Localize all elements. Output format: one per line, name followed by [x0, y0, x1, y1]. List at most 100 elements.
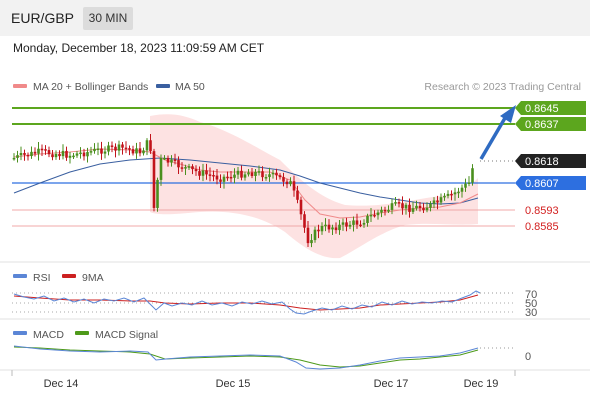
candle [404, 202, 408, 215]
candle [184, 164, 187, 175]
x-tick-dec19: Dec 19 [464, 378, 499, 390]
candle [327, 219, 331, 233]
candle [460, 184, 464, 198]
candle [264, 174, 268, 181]
candle [415, 200, 418, 211]
candle [12, 153, 16, 161]
candle [37, 142, 40, 161]
candle [432, 197, 436, 209]
candle [124, 141, 128, 154]
candle [72, 152, 75, 159]
candle [229, 171, 233, 183]
candle [268, 167, 271, 182]
candle [152, 148, 156, 212]
candle [285, 179, 289, 189]
candle [236, 166, 240, 179]
candle [366, 213, 369, 227]
candle [271, 169, 275, 179]
legend-swatch-macd [13, 331, 27, 335]
candle [68, 151, 72, 164]
legend-macd-signal: MACD Signal [95, 329, 158, 341]
candle [341, 218, 345, 231]
candle [387, 205, 390, 214]
candle [173, 153, 177, 165]
candle [61, 144, 65, 160]
candle [233, 168, 236, 184]
candle [313, 226, 317, 243]
candle [117, 140, 121, 156]
candle [362, 219, 366, 228]
candle [257, 165, 261, 176]
candle [187, 163, 191, 171]
candle [219, 174, 222, 188]
candle [114, 143, 117, 158]
candle [100, 141, 103, 160]
candle [443, 193, 446, 201]
candle [215, 169, 219, 185]
candle [159, 154, 163, 186]
candle [40, 144, 44, 156]
candle [96, 142, 100, 156]
candle [331, 224, 334, 235]
candle [411, 201, 415, 214]
candle [306, 220, 310, 248]
candle [436, 195, 439, 210]
candle [208, 167, 212, 182]
candle [310, 234, 313, 248]
price-level-label: 0.8618 [525, 156, 559, 168]
candle [75, 150, 79, 158]
timeframe-button[interactable]: 30 MIN [83, 7, 133, 30]
credit-label: Research © 2023 Trading Central [424, 81, 581, 93]
candle [128, 145, 131, 156]
candle [275, 168, 278, 180]
datetime-label: Monday, December 18, 2023 11:09:59 AM CE… [13, 41, 265, 55]
x-tick-dec15: Dec 15 [216, 378, 251, 390]
candle [394, 196, 397, 206]
candle [292, 175, 296, 197]
rsi-line [13, 290, 481, 315]
rsi-tick-30: 30 [525, 307, 537, 319]
candle [348, 220, 352, 230]
candle [194, 165, 198, 176]
candle [303, 211, 306, 233]
candle [86, 147, 89, 163]
candle [156, 177, 159, 212]
candle [121, 142, 124, 155]
legend-swatch-macd-signal [75, 331, 89, 335]
candle [334, 222, 338, 234]
candle [205, 163, 208, 180]
candle [464, 178, 467, 192]
candle [180, 162, 184, 172]
candle [397, 198, 401, 208]
candle [250, 167, 254, 179]
price-level-label: 0.8637 [525, 119, 559, 131]
candle [282, 172, 285, 187]
candle [65, 146, 68, 161]
candle [89, 146, 93, 156]
candle [201, 163, 205, 182]
candle [23, 149, 26, 161]
forecast-arrow [479, 105, 516, 160]
candle [44, 145, 47, 155]
candle [240, 165, 243, 181]
candle [422, 203, 425, 213]
legend-rsi: RSI [33, 272, 51, 284]
candle [457, 187, 460, 199]
legend-swatch-ma50 [156, 84, 170, 88]
legend-macd: MACD [33, 329, 64, 341]
candle [138, 142, 142, 157]
candle [376, 209, 380, 220]
candle [383, 206, 387, 216]
macd-tick-0: 0 [525, 351, 531, 363]
candle [467, 176, 471, 187]
candle [317, 224, 320, 239]
candle [149, 134, 152, 154]
candle [166, 155, 170, 167]
price-level-box [515, 117, 586, 131]
candle [439, 193, 443, 205]
candle [429, 201, 432, 212]
candle [471, 164, 474, 186]
candle [352, 216, 355, 232]
candle [289, 177, 292, 187]
